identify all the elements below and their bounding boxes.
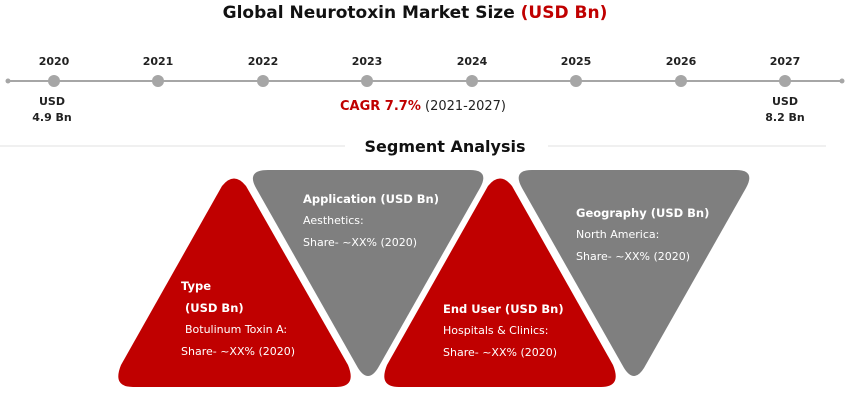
type-heading: Type <box>181 279 212 293</box>
cagr-label: CAGR 7.7% (2021-2027) <box>300 99 546 114</box>
geography-triangle <box>518 170 750 376</box>
year-label-2026: 2026 <box>665 55 697 68</box>
segment-analysis-title: Segment Analysis <box>364 137 526 156</box>
start-value: USD 4.9 Bn <box>22 94 82 126</box>
application-share: Share- ~XX% (2020) <box>303 236 418 249</box>
timeline-dot-2024 <box>466 75 478 87</box>
timeline-end-dot-right <box>839 78 845 84</box>
start-value-currency: USD <box>39 95 65 108</box>
end-user-item: Hospitals & Clinics: <box>443 324 549 337</box>
end-user-heading: End User (USD Bn) <box>443 302 564 316</box>
cagr-value: CAGR 7.7% <box>339 99 421 114</box>
year-label-2027: 2027 <box>769 55 801 68</box>
timeline-dot-2021 <box>152 75 164 87</box>
timeline-end-dot-left <box>5 78 11 84</box>
geography-segment-text: Geography (USD Bn) North America: Share-… <box>576 202 709 268</box>
year-label-2025: 2025 <box>560 55 592 68</box>
application-heading: Application (USD Bn) <box>303 192 439 206</box>
application-segment-text: Application (USD Bn) Aesthetics: Share- … <box>303 188 439 254</box>
end-value: USD 8.2 Bn <box>755 94 815 126</box>
type-item: Botulinum Toxin A: <box>185 323 288 336</box>
year-label-2021: 2021 <box>142 55 174 68</box>
cagr-period: (2021-2027) <box>425 99 507 114</box>
timeline-dot-2027 <box>779 75 791 87</box>
type-unit: (USD Bn) <box>185 301 244 315</box>
chart-title: Global Neurotoxin Market Size (USD Bn) <box>0 3 830 23</box>
timeline-dot-2023 <box>361 75 373 87</box>
end-user-share: Share- ~XX% (2020) <box>443 346 558 359</box>
timeline-dot-2020 <box>48 75 60 87</box>
geography-item: North America: <box>576 228 660 241</box>
geography-heading: Geography (USD Bn) <box>576 206 710 220</box>
start-value-amount: 4.9 Bn <box>32 111 72 124</box>
type-triangle <box>118 178 351 387</box>
title-unit: (USD Bn) <box>520 3 608 23</box>
year-label-2024: 2024 <box>456 55 488 68</box>
year-label-2022: 2022 <box>247 55 279 68</box>
year-label-2023: 2023 <box>351 55 383 68</box>
end-user-segment-text: End User (USD Bn) Hospitals & Clinics: S… <box>443 298 564 364</box>
timeline-dot-2026 <box>675 75 687 87</box>
end-value-amount: 8.2 Bn <box>765 111 805 124</box>
timeline-dot-2025 <box>570 75 582 87</box>
geography-share: Share- ~XX% (2020) <box>576 250 691 263</box>
end-value-currency: USD <box>772 95 798 108</box>
timeline-dot-2022 <box>257 75 269 87</box>
end-user-triangle <box>384 178 616 387</box>
year-label-2020: 2020 <box>38 55 70 68</box>
application-triangle <box>252 170 484 376</box>
type-share: Share- ~XX% (2020) <box>181 345 296 358</box>
type-segment-text: Type (USD Bn) Botulinum Toxin A: Share- … <box>181 275 295 363</box>
title-main: Global Neurotoxin Market Size <box>222 3 515 23</box>
application-item: Aesthetics: <box>303 214 364 227</box>
